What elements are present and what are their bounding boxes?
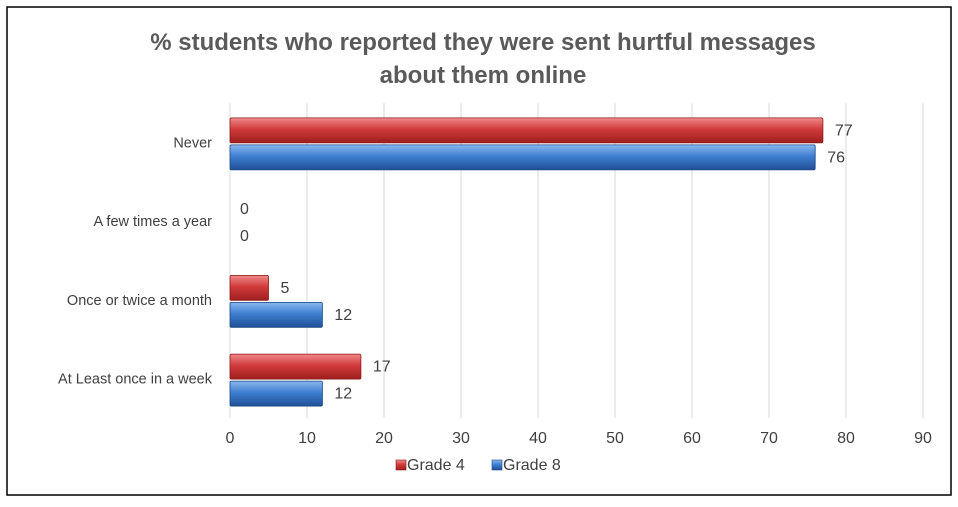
category-axis: Never A few times a year Once or twice a m… xyxy=(58,135,213,387)
bar-grade-8-once-or-twice-a-month xyxy=(229,301,323,328)
x-tick-label: 80 xyxy=(837,430,855,447)
legend: Grade 4 Grade 8 xyxy=(395,457,561,474)
data-label-grade-4-a-few-times-a-year: 0 xyxy=(240,201,249,218)
bar-grade-4-never xyxy=(229,117,824,144)
data-label-grade-8-at-least-once-in-a-week: 12 xyxy=(334,386,352,403)
legend-swatch-grade-4 xyxy=(395,459,407,471)
category-label-once-or-twice-a-month: Once or twice a month xyxy=(67,293,212,309)
x-tick-label: 90 xyxy=(914,430,932,447)
data-labels: 77 76 0 0 5 12 17 12 xyxy=(240,122,853,402)
data-label-grade-4-never: 77 xyxy=(835,122,853,139)
legend-label-grade-4: Grade 4 xyxy=(407,457,465,474)
data-label-grade-4-once-or-twice-a-month: 5 xyxy=(281,280,290,297)
value-axis: 0 10 20 30 40 50 60 70 80 90 xyxy=(226,430,932,447)
category-label-at-least-once-in-a-week: At Least once in a week xyxy=(58,372,213,388)
legend-swatch-grade-8 xyxy=(491,459,503,471)
legend-label-grade-8: Grade 8 xyxy=(503,457,561,474)
x-tick-label: 0 xyxy=(226,430,235,447)
x-tick-label: 50 xyxy=(606,430,624,447)
x-tick-label: 70 xyxy=(760,430,778,447)
category-label-never: Never xyxy=(173,135,212,151)
data-label-grade-8-never: 76 xyxy=(827,149,845,166)
bar-grade-8-never xyxy=(229,144,816,171)
data-label-grade-4-at-least-once-in-a-week: 17 xyxy=(373,359,391,376)
bar-grade-8-at-least-once-in-a-week xyxy=(229,380,323,407)
bar-grade-4-at-least-once-in-a-week xyxy=(229,353,362,380)
chart-border xyxy=(6,6,952,496)
chart-title-line-2: about them online xyxy=(380,62,587,89)
bars xyxy=(229,117,824,407)
chart-title: % students who reported they were sent h… xyxy=(150,29,815,89)
data-label-grade-8-once-or-twice-a-month: 12 xyxy=(334,307,352,324)
x-tick-label: 60 xyxy=(683,430,701,447)
category-label-a-few-times-a-year: A few times a year xyxy=(94,214,213,230)
chart-title-line-1: % students who reported they were sent h… xyxy=(150,29,815,56)
data-label-grade-8-a-few-times-a-year: 0 xyxy=(240,228,249,245)
bar-grade-4-once-or-twice-a-month xyxy=(229,274,269,301)
x-tick-label: 20 xyxy=(375,430,393,447)
x-tick-label: 10 xyxy=(298,430,316,447)
x-tick-label: 40 xyxy=(529,430,547,447)
x-tick-label: 30 xyxy=(452,430,470,447)
